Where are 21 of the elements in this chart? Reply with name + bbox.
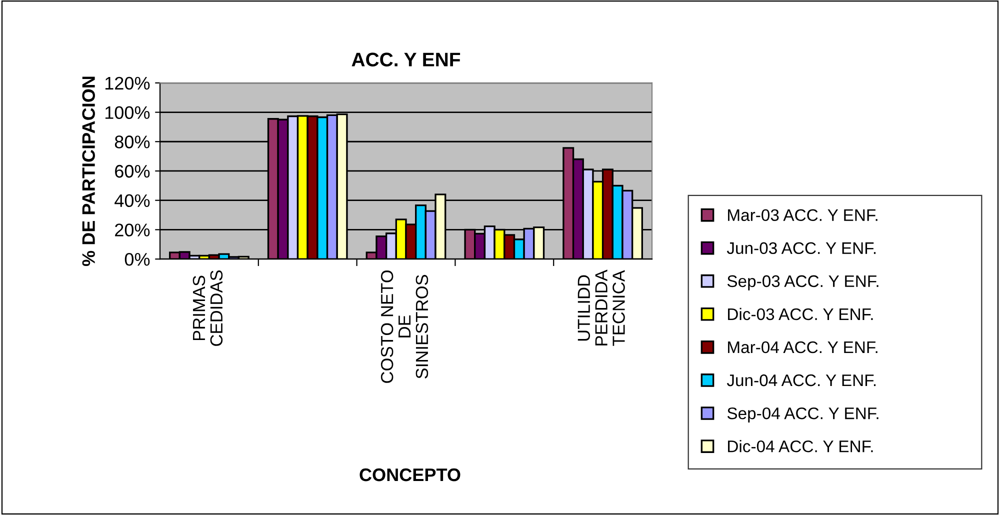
y-tick-label: 100%	[105, 106, 150, 119]
chart-title: ACC. Y ENF	[352, 52, 460, 66]
y-tick-label: 120%	[105, 76, 150, 90]
y-tick-label: 20%	[115, 224, 150, 236]
legend-label: Dic-03 ACC. Y ENF.	[728, 308, 873, 320]
x-tick-label: PRIMAS CEDIDAS	[192, 270, 223, 346]
y-tick-label: 80%	[114, 136, 150, 148]
y-tick-label: 0%	[124, 252, 150, 266]
y-tick-label: 40%	[114, 194, 150, 208]
legend-label: Jun-04 ACC. Y ENF.	[726, 374, 876, 386]
y-axis-title: % DE PARTICIPACION	[82, 76, 95, 266]
legend-label: Dic-04 ACC. Y ENF.	[728, 440, 873, 452]
legend-label: Mar-04 ACC. Y ENF.	[728, 341, 878, 354]
y-tick-label: 60%	[115, 164, 150, 178]
x-axis-title: CONCEPTO	[360, 468, 460, 482]
legend-label: Sep-03 ACC. Y ENF.	[727, 275, 878, 290]
x-tick-label: UTILIDD PERDIDA TECNICA	[578, 270, 625, 346]
x-tick-label: COSTO NETO DE SINIESTROS	[380, 270, 428, 383]
legend-label: Jun-03 ACC. Y ENF.	[726, 242, 876, 254]
legend-label: Sep-04 ACC. Y ENF.	[727, 407, 878, 423]
legend-label: Mar-03 ACC. Y ENF.	[728, 209, 878, 222]
